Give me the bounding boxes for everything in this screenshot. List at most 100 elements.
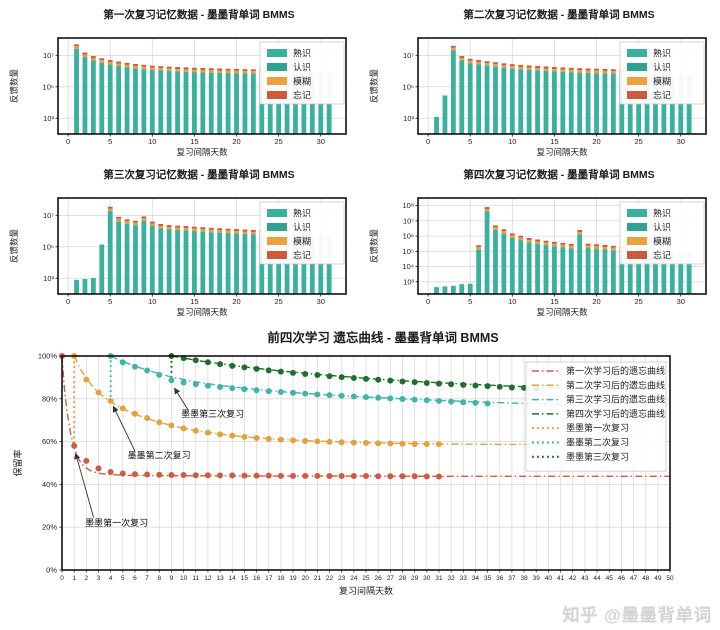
plot-border [417, 197, 707, 295]
svg-text:5: 5 [121, 575, 125, 582]
svg-text:忘记: 忘记 [653, 90, 671, 101]
svg-text:10³: 10³ [403, 277, 414, 286]
svg-text:30: 30 [423, 575, 431, 582]
svg-text:80%: 80% [42, 394, 57, 403]
bar-chart-third-review: 第三次复习记忆数据 - 墨墨背单词 BMMS 0 5 10 15 20 25 30 10⁷ 10… [6, 166, 354, 322]
svg-text:60%: 60% [42, 437, 57, 446]
svg-text:25: 25 [634, 137, 642, 146]
svg-text:49: 49 [654, 575, 662, 582]
svg-text:墨墨第三次复习: 墨墨第三次复习 [181, 408, 244, 419]
svg-text:30: 30 [677, 297, 685, 306]
svg-text:43: 43 [581, 575, 589, 582]
svg-text:2: 2 [85, 575, 89, 582]
svg-text:10: 10 [148, 137, 156, 146]
svg-text:30: 30 [317, 297, 325, 306]
svg-text:复习间隔天数: 复习间隔天数 [176, 307, 228, 317]
svg-text:墨墨第一次复习: 墨墨第一次复习 [85, 517, 148, 528]
svg-text:46: 46 [618, 575, 626, 582]
zhihu-watermark: 知乎 @墨墨背单词 [562, 606, 712, 625]
svg-text:20: 20 [592, 137, 600, 146]
series-3 [107, 353, 598, 407]
svg-text:熟识: 熟识 [653, 208, 671, 219]
svg-text:6: 6 [133, 575, 137, 582]
svg-text:37: 37 [508, 575, 516, 582]
svg-text:熟识: 熟识 [293, 48, 311, 59]
svg-text:保留率: 保留率 [12, 449, 23, 476]
svg-text:20: 20 [592, 297, 600, 306]
svg-text:墨墨第二次复习: 墨墨第二次复习 [566, 437, 629, 448]
svg-text:10⁷: 10⁷ [403, 51, 414, 60]
svg-text:24: 24 [350, 575, 358, 582]
svg-text:10⁵: 10⁵ [43, 242, 54, 251]
svg-text:10⁵: 10⁵ [403, 82, 414, 91]
svg-text:38: 38 [520, 575, 528, 582]
series-4 [168, 353, 561, 392]
svg-text:20: 20 [232, 137, 240, 146]
bar-chart-first-review: 第一次复习记忆数据 - 墨墨背单词 BMMS 0 5 10 15 20 25 30 10⁷ 10… [6, 6, 354, 162]
svg-text:16: 16 [253, 575, 261, 582]
svg-text:5: 5 [468, 137, 472, 146]
svg-text:30: 30 [317, 137, 325, 146]
svg-text:10⁷: 10⁷ [403, 216, 414, 225]
svg-text:34: 34 [472, 575, 480, 582]
svg-text:认识: 认识 [653, 222, 671, 233]
svg-text:认识: 认识 [293, 222, 311, 233]
series-1 [59, 353, 670, 480]
svg-text:100%: 100% [38, 352, 58, 361]
svg-text:复习间隔天数: 复习间隔天数 [536, 147, 588, 157]
svg-text:第四次学习后的遗忘曲线: 第四次学习后的遗忘曲线 [566, 408, 665, 419]
svg-text:11: 11 [192, 575, 199, 582]
svg-text:10: 10 [508, 137, 516, 146]
svg-text:8: 8 [157, 575, 161, 582]
svg-text:墨墨第二次复习: 墨墨第二次复习 [128, 450, 191, 461]
svg-text:31: 31 [435, 575, 443, 582]
svg-text:14: 14 [229, 575, 237, 582]
chart-title: 前四次学习 遗忘曲线 - 墨墨背单词 BMMS [267, 331, 499, 345]
svg-text:23: 23 [338, 575, 346, 582]
svg-text:认识: 认识 [293, 62, 311, 73]
svg-text:10³: 10³ [43, 114, 54, 123]
svg-text:30: 30 [677, 137, 685, 146]
svg-text:10: 10 [180, 575, 188, 582]
svg-text:50: 50 [666, 575, 674, 582]
svg-text:10⁵: 10⁵ [43, 82, 54, 91]
svg-text:32: 32 [448, 575, 456, 582]
svg-text:10³: 10³ [403, 114, 414, 123]
stacked-bars [74, 44, 332, 135]
svg-text:反馈数量: 反馈数量 [9, 229, 19, 264]
chart-title: 第四次复习记忆数据 - 墨墨背单词 BMMS [463, 169, 655, 181]
svg-text:5: 5 [108, 297, 112, 306]
svg-text:20: 20 [302, 575, 310, 582]
svg-text:模糊: 模糊 [653, 76, 671, 87]
axes: 0 5 10 15 20 25 30 10⁷ 10⁵ 10³ 复习间隔天数 反馈数量 [9, 51, 325, 157]
svg-text:5: 5 [108, 137, 112, 146]
svg-text:模糊: 模糊 [653, 236, 671, 247]
svg-text:44: 44 [593, 575, 601, 582]
svg-text:0%: 0% [46, 566, 57, 575]
svg-text:9: 9 [170, 575, 174, 582]
svg-text:19: 19 [289, 575, 297, 582]
svg-text:模糊: 模糊 [293, 76, 311, 87]
svg-text:17: 17 [265, 575, 273, 582]
svg-text:熟识: 熟识 [653, 48, 671, 59]
svg-text:40: 40 [545, 575, 553, 582]
svg-text:复习间隔天数: 复习间隔天数 [339, 585, 393, 596]
svg-text:第一次学习后的遗忘曲线: 第一次学习后的遗忘曲线 [566, 365, 665, 376]
svg-text:墨墨第三次复习: 墨墨第三次复习 [566, 451, 629, 462]
svg-text:反馈数量: 反馈数量 [9, 69, 19, 104]
chart-title: 第三次复习记忆数据 - 墨墨背单词 BMMS [103, 169, 295, 181]
bar-chart-fourth-review-canvas: 0 5 10 15 20 25 30 10⁸ 10⁷ 10⁶ 10⁵ 10⁴ 10³ 复习间隔天数 反馈数量… [369, 197, 707, 317]
svg-text:忘记: 忘记 [293, 90, 311, 101]
svg-text:41: 41 [557, 575, 565, 582]
svg-text:15: 15 [190, 137, 198, 146]
svg-text:10⁵: 10⁵ [403, 247, 414, 256]
stacked-bars [74, 206, 332, 294]
svg-text:45: 45 [606, 575, 614, 582]
svg-text:22: 22 [326, 575, 334, 582]
svg-text:29: 29 [411, 575, 419, 582]
